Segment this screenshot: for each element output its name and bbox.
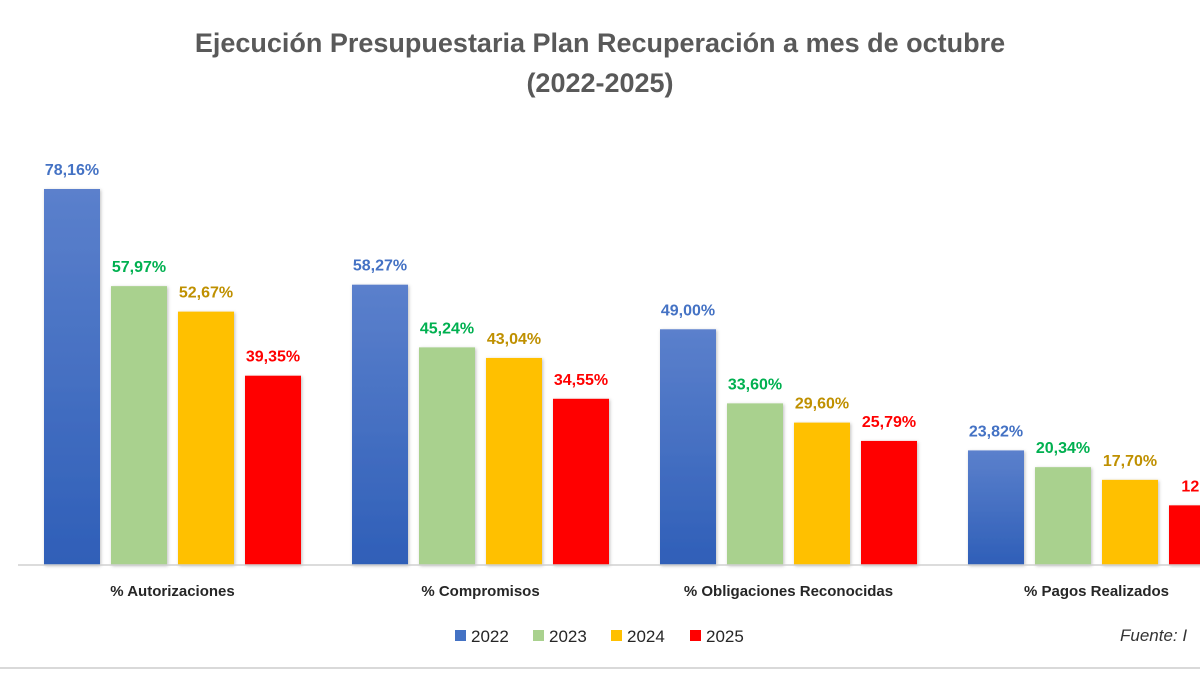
bar-2025-2 — [861, 440, 917, 565]
data-label: 29,60% — [795, 396, 849, 413]
data-label: 49,00% — [661, 302, 715, 319]
data-label: 39,35% — [246, 349, 300, 366]
category-label: % Pagos Realizados — [1024, 583, 1169, 600]
chart-title-line1: Ejecución Presupuestaria Plan Recuperaci… — [194, 28, 1006, 58]
data-label: 52,67% — [179, 285, 233, 302]
legend-label-2025: 2025 — [706, 627, 744, 646]
legend-swatch-2024 — [611, 630, 622, 641]
data-label: 57,97% — [112, 259, 166, 276]
source-note: Fuente: I — [1120, 626, 1188, 645]
bar-2025-3 — [1169, 505, 1200, 565]
bar-2022-0 — [44, 189, 100, 565]
divider — [0, 667, 1200, 669]
legend-label-2024: 2024 — [627, 627, 665, 646]
bar-2024-3 — [1102, 479, 1158, 565]
legend-swatch-2023 — [533, 630, 544, 641]
bar-2023-1 — [419, 347, 475, 565]
bar-2023-0 — [111, 286, 167, 565]
data-label: 58,27% — [353, 258, 407, 275]
bar-2024-2 — [794, 422, 850, 565]
legend-swatch-2022 — [455, 630, 466, 641]
chart-title-line2: (2022-2025) — [526, 68, 674, 98]
data-label: 20,34% — [1036, 440, 1090, 457]
data-label: 34,55% — [554, 372, 608, 389]
bar-2025-1 — [553, 398, 609, 565]
bar-2023-3 — [1035, 467, 1091, 565]
bar-2022-3 — [968, 450, 1024, 565]
legend-label-2023: 2023 — [549, 627, 587, 646]
data-label: 43,04% — [487, 331, 541, 348]
data-label: 25,79% — [862, 414, 916, 431]
data-label: 45,24% — [420, 320, 474, 337]
category-label: % Autorizaciones — [110, 583, 234, 600]
data-label: 12,4 — [1181, 478, 1200, 495]
data-label: 33,60% — [728, 376, 782, 393]
bar-2022-1 — [352, 284, 408, 565]
data-label: 23,82% — [969, 423, 1023, 440]
bar-2023-2 — [727, 403, 783, 565]
legend-swatch-2025 — [690, 630, 701, 641]
category-label: % Compromisos — [421, 583, 539, 600]
bar-2025-0 — [245, 375, 301, 565]
bar-2024-0 — [178, 311, 234, 565]
bar-2022-2 — [660, 329, 716, 565]
data-label: 78,16% — [45, 162, 99, 179]
category-label: % Obligaciones Reconocidas — [684, 583, 893, 600]
bar-2024-1 — [486, 357, 542, 565]
legend-label-2022: 2022 — [471, 627, 509, 646]
data-label: 17,70% — [1103, 453, 1157, 470]
